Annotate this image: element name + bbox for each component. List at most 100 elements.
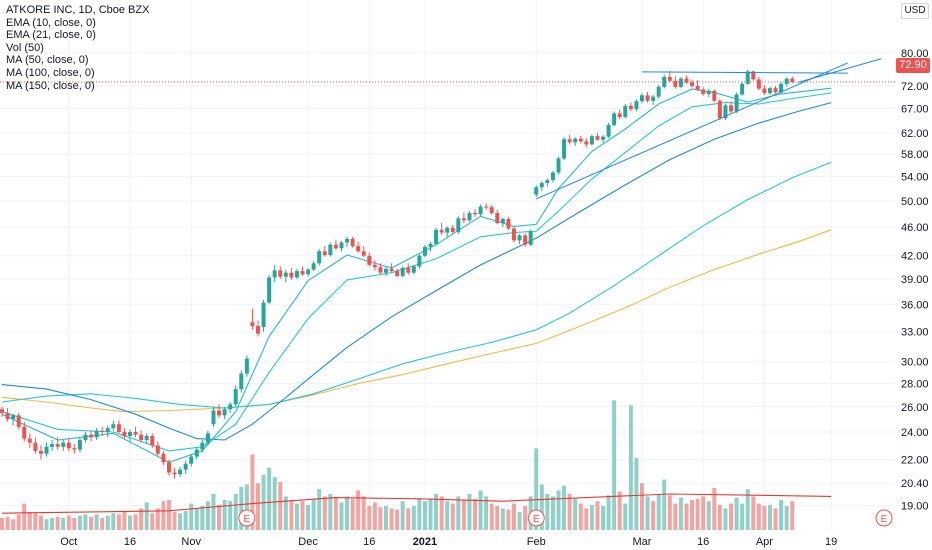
candle-body — [589, 136, 594, 145]
volume-bar — [239, 486, 244, 530]
candle-body — [317, 251, 322, 264]
volume-bar — [317, 489, 322, 530]
candle-body — [790, 78, 795, 83]
candle-body — [584, 141, 589, 145]
y-tick-label: 33.00 — [901, 327, 929, 339]
volume-bar — [478, 490, 483, 530]
candle-body — [161, 453, 166, 463]
candle-body — [55, 444, 60, 447]
ma150-line — [1, 229, 832, 413]
candle-body — [439, 229, 444, 233]
candle-body — [166, 462, 171, 473]
volume-bar — [367, 506, 372, 530]
candle-body — [250, 322, 255, 327]
candle-body — [50, 444, 55, 447]
legend-ema21[interactable]: EMA (21, close, 0) — [6, 29, 96, 42]
candle-body — [634, 101, 639, 110]
x-tick-label: Dec — [298, 536, 318, 548]
candle-body — [400, 267, 405, 276]
candle-body — [745, 71, 750, 84]
candle-body — [712, 90, 717, 101]
volume-bar — [690, 500, 695, 530]
volume-bar — [383, 506, 388, 530]
candle-body — [311, 263, 316, 270]
volume-bar — [422, 501, 427, 530]
candle-body — [339, 242, 344, 249]
trendline — [536, 62, 849, 200]
candle-body — [378, 267, 383, 273]
candle-body — [278, 270, 283, 277]
legend-volume[interactable]: Vol (50) — [6, 41, 44, 54]
legend-ma150[interactable]: MA (150, close, 0) — [6, 79, 95, 92]
price-axis: 80.00 72.00 67.00 62.00 58.00 54.00 50.00 46.00… — [901, 48, 929, 513]
volume-bars — [0, 400, 795, 530]
candle-body — [239, 373, 244, 390]
candle-body — [22, 426, 27, 439]
volume-bar — [740, 503, 745, 530]
candle-body — [255, 326, 260, 334]
candle-body — [445, 227, 450, 233]
candle-body — [244, 358, 249, 374]
candle-body — [417, 255, 422, 267]
candle-body — [11, 415, 16, 420]
volume-bar — [111, 513, 116, 530]
volume-bar — [44, 519, 49, 530]
candle-body — [556, 158, 561, 173]
volume-bar — [473, 498, 478, 530]
volume-bar — [211, 494, 216, 530]
volume-bar — [695, 498, 700, 530]
y-tick-label: 67.00 — [901, 104, 929, 116]
candle-body — [456, 218, 461, 232]
volume-bar — [244, 484, 249, 530]
legend-ema10[interactable]: EMA (10, close, 0) — [6, 16, 96, 29]
x-tick-label: Feb — [527, 536, 546, 548]
volume-bar — [500, 508, 505, 530]
legend-ma50[interactable]: MA (50, close, 0) — [6, 54, 89, 67]
candle-body — [562, 139, 567, 159]
y-tick-label: 62.00 — [901, 128, 929, 140]
candle-body — [233, 389, 238, 405]
volume-bar — [456, 496, 461, 530]
volume-bar — [22, 503, 27, 530]
earnings-marker-circle — [527, 509, 545, 527]
candle-body — [105, 428, 110, 433]
candle-body — [422, 246, 427, 256]
candle-body — [573, 138, 578, 143]
candle-body — [734, 94, 739, 112]
volume-bar — [434, 494, 439, 530]
volume-bar — [673, 503, 678, 530]
candle-body — [139, 434, 144, 440]
y-tick-label: 19.00 — [901, 501, 929, 513]
candlesticks — [0, 69, 795, 479]
grid — [0, 0, 895, 530]
volume-bar — [639, 483, 644, 530]
volume-bar — [573, 498, 578, 530]
candle-body — [44, 446, 49, 454]
volume-bar — [161, 501, 166, 530]
volume-bar — [345, 496, 350, 530]
currency-button[interactable]: USD — [901, 3, 929, 19]
y-tick-label: 42.00 — [901, 251, 929, 263]
volume-bar — [417, 498, 422, 530]
candle-body — [5, 412, 10, 420]
volume-bar — [294, 503, 299, 530]
candle-body — [595, 136, 600, 140]
chart-title[interactable]: ATKORE INC, 1D, Cboe BZX — [6, 4, 150, 16]
candle-body — [116, 424, 121, 433]
candle-body — [61, 442, 66, 447]
trendline — [797, 58, 882, 83]
candle-body — [511, 228, 516, 241]
candle-body — [133, 432, 138, 435]
legend-ma100[interactable]: MA (100, close, 0) — [6, 66, 95, 79]
candle-body — [701, 89, 706, 94]
candle-body — [740, 83, 745, 95]
volume-bar — [723, 508, 728, 530]
volume-bar — [233, 494, 238, 530]
candle-body — [478, 206, 483, 215]
volume-bar — [55, 516, 60, 530]
volume-bar — [511, 503, 516, 530]
volume-bar — [122, 512, 127, 530]
volume-bar — [556, 490, 561, 530]
y-tick-label: 22.00 — [901, 454, 929, 466]
